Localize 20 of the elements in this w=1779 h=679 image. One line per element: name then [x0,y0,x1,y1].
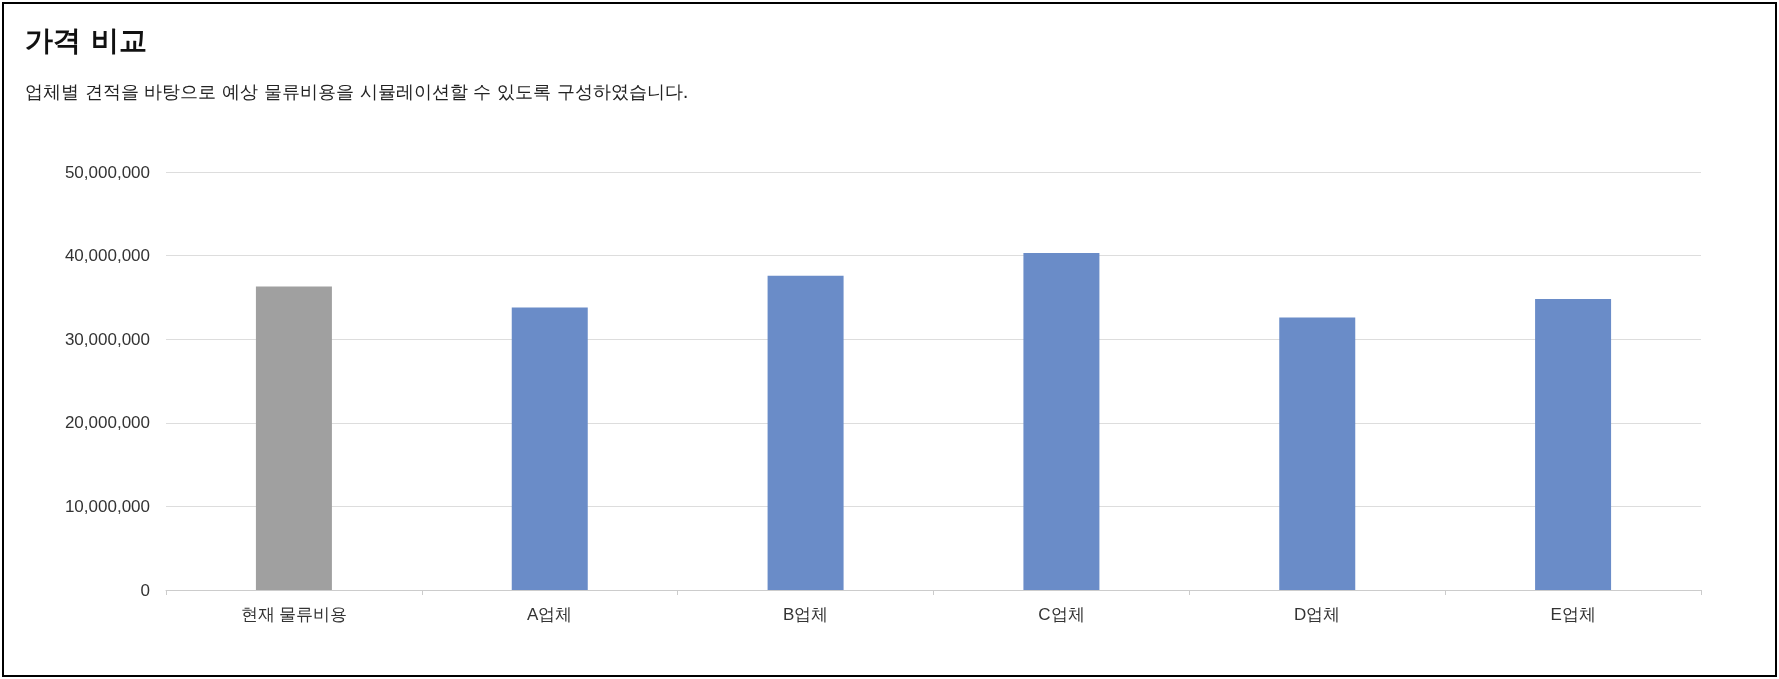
bar [1023,253,1100,590]
x-tick-label: A업체 [527,605,573,624]
bar [767,275,844,590]
bar [511,307,588,590]
bar [1279,317,1356,590]
chart-title: 가격 비교 [25,23,147,59]
x-tick-label: B업체 [782,605,829,624]
x-tick-label: E업체 [1550,605,1596,624]
bar [255,286,332,590]
chart-subtitle: 업체별 견적을 바탕으로 예상 물류비용을 시뮬레이션할 수 있도록 구성하였습니다. [25,80,689,104]
bar [1535,299,1612,590]
y-tick-label: 0 [140,580,150,600]
y-tick-label: 30,000,000 [64,329,150,349]
x-tick-label: 현재 물류비용 [240,605,348,624]
y-tick-label: 20,000,000 [64,413,150,433]
x-tick-label: D업체 [1294,605,1341,624]
x-tick-label: C업체 [1038,605,1085,624]
y-tick-label: 40,000,000 [64,246,150,266]
y-tick-label: 50,000,000 [64,162,150,182]
y-tick-label: 10,000,000 [64,496,150,516]
